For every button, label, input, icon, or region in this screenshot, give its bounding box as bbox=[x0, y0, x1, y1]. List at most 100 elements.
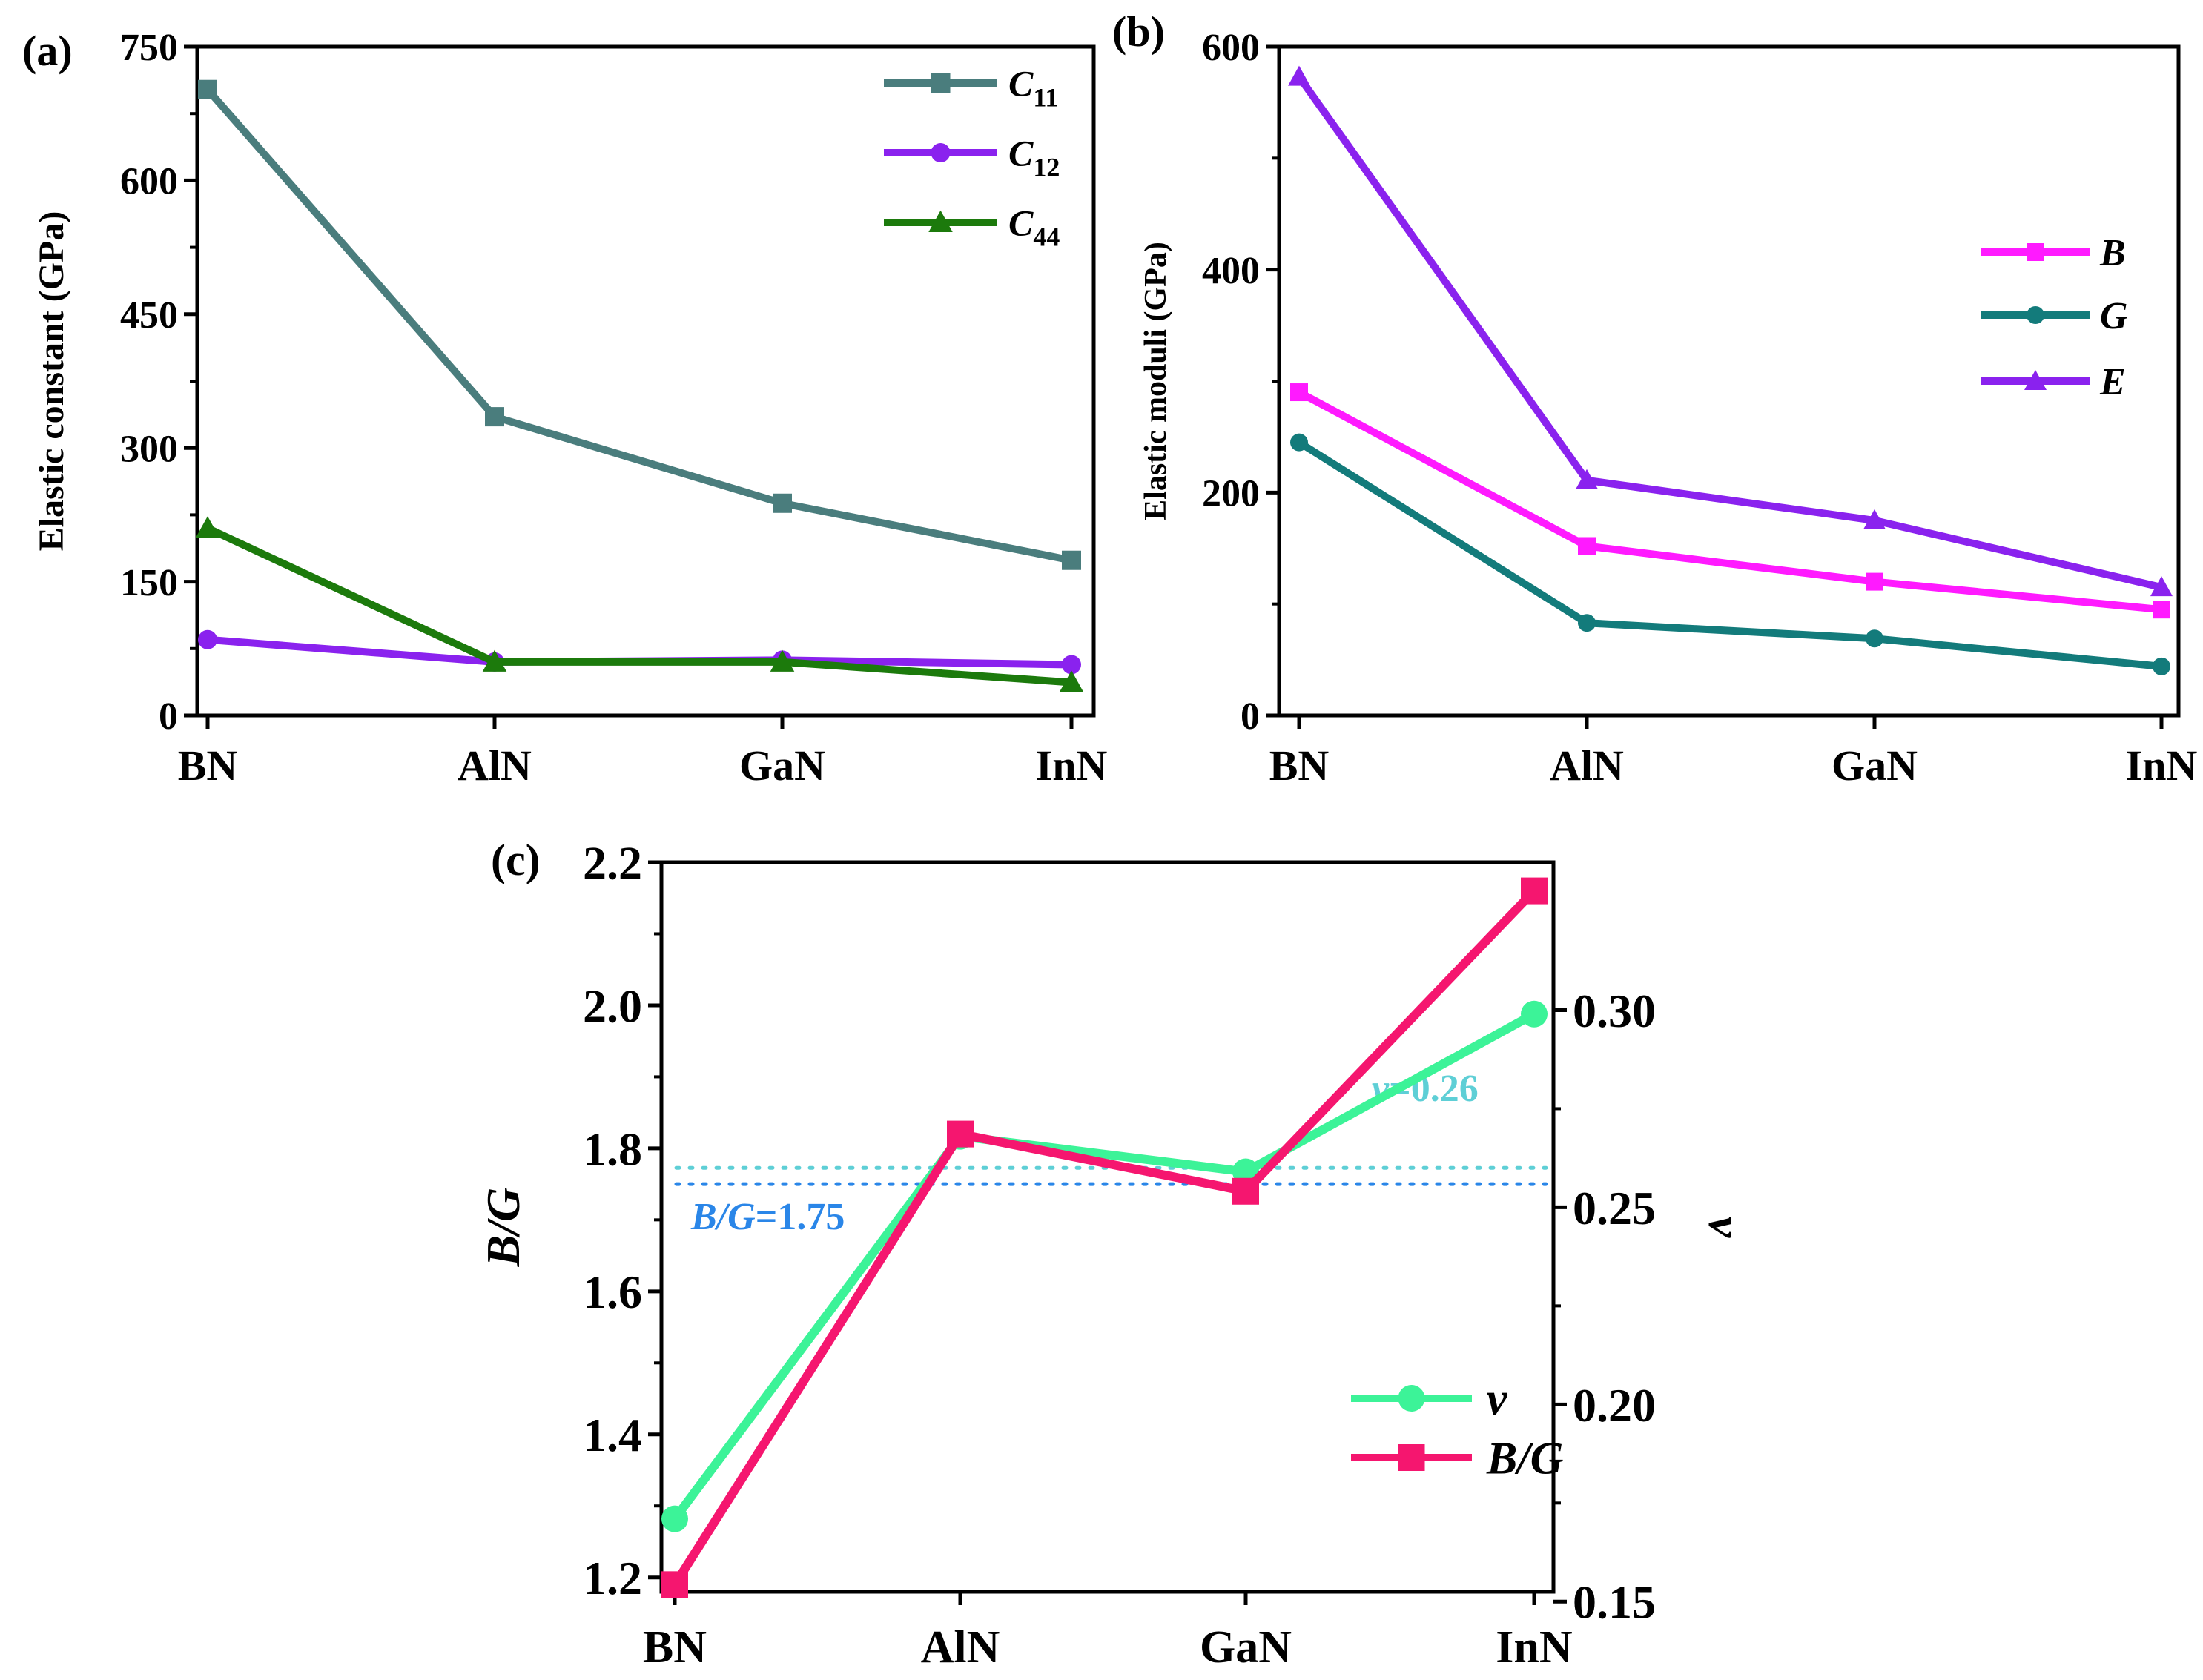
legend-item: B bbox=[1981, 232, 2126, 274]
legend: BGE bbox=[1981, 232, 2128, 403]
panel-b: (b) 0 200 400 600 Elastic moduli (GPa) BN AlN Ga… bbox=[1112, 7, 2197, 790]
series-line bbox=[205, 524, 1072, 687]
y-tick-label: 400 bbox=[1202, 250, 1260, 292]
legend-label: C44 bbox=[1008, 202, 1060, 252]
series-line bbox=[670, 887, 1538, 1587]
legend-name: B bbox=[2099, 232, 2126, 274]
panel-c: (c) 1.2 1.4 1.6 1.8 2.0 2.2 0.15 0.20 0.25 0.30 v B/… bbox=[477, 836, 1751, 1673]
data-point bbox=[1866, 629, 1883, 648]
data-point bbox=[198, 79, 217, 99]
legend-name: v bbox=[1487, 1375, 1508, 1425]
panel-label: (c) bbox=[491, 836, 541, 884]
y-axis-label: Elastic constant (GPa) bbox=[32, 211, 71, 552]
series-line bbox=[1295, 74, 2163, 591]
data-point bbox=[1576, 469, 1598, 489]
legend-label: C11 bbox=[1008, 63, 1058, 113]
legend-label: B/G bbox=[1486, 1434, 1564, 1484]
legend-marker bbox=[1398, 1444, 1425, 1471]
data-point bbox=[1521, 877, 1548, 905]
y-tick-label: 0 bbox=[1241, 695, 1260, 738]
legend-label: G bbox=[2100, 295, 2128, 337]
data-point bbox=[1059, 670, 1084, 692]
legend-name: C bbox=[1008, 63, 1034, 105]
y-right-axis-label: v bbox=[1699, 1217, 1751, 1238]
data-point bbox=[195, 516, 220, 538]
legend-name: E bbox=[2099, 361, 2126, 403]
y-tick-label: 750 bbox=[120, 27, 178, 69]
y-tick-label: 1.2 bbox=[583, 1552, 642, 1604]
reference-line-value: =1.75 bbox=[756, 1196, 845, 1238]
legend-label: C12 bbox=[1008, 133, 1060, 182]
x-tick-label: AlN bbox=[458, 741, 532, 790]
series-0 bbox=[198, 79, 1081, 570]
legend-marker bbox=[2027, 243, 2044, 261]
y-tick-label: 2.2 bbox=[583, 836, 642, 889]
data-point bbox=[661, 1571, 688, 1598]
y-tick-label: 1.6 bbox=[583, 1266, 642, 1318]
data-point bbox=[1521, 1000, 1548, 1028]
legend-label: B bbox=[2099, 232, 2126, 274]
y-right-tick-label: 0.30 bbox=[1573, 985, 1656, 1037]
legend-label: E bbox=[2099, 361, 2126, 403]
legend-marker bbox=[928, 210, 953, 232]
legend-item: C44 bbox=[884, 202, 1060, 252]
y-tick-label: 150 bbox=[120, 562, 178, 604]
series-0 bbox=[1290, 383, 2170, 619]
data-point bbox=[1290, 433, 1308, 452]
y-tick-label: 2.0 bbox=[583, 979, 642, 1032]
data-point bbox=[1578, 614, 1596, 632]
series-1 bbox=[661, 877, 1548, 1598]
legend-marker bbox=[931, 73, 951, 93]
data-point bbox=[1866, 572, 1883, 591]
series-line bbox=[205, 87, 1072, 564]
x-tick-label: BN bbox=[178, 741, 238, 790]
x-tick-label: InN bbox=[1036, 741, 1108, 790]
legend: v B/G bbox=[1351, 1375, 1564, 1484]
plot-frame bbox=[195, 44, 1096, 718]
series-1 bbox=[198, 629, 1081, 675]
reference-line-var: B/G bbox=[690, 1196, 756, 1238]
data-point bbox=[1578, 537, 1596, 555]
panel-label: (b) bbox=[1112, 7, 1165, 56]
y-axis-label: Elastic moduli (GPa) bbox=[1139, 242, 1173, 520]
y-tick-label: 450 bbox=[120, 294, 178, 337]
panel-label: (a) bbox=[22, 27, 73, 75]
panel-a: (a) 0 150 300 450 600 750 Elastic constant (GPa… bbox=[22, 27, 1107, 790]
x-tick-label: InN bbox=[2126, 741, 2198, 790]
data-point bbox=[947, 1120, 974, 1148]
legend-item: C11 bbox=[884, 63, 1058, 113]
legend-marker bbox=[931, 143, 951, 162]
legend-name: C bbox=[1008, 202, 1034, 244]
y-right-tick-label: 0.20 bbox=[1573, 1379, 1656, 1432]
legend-item: v bbox=[1351, 1375, 1508, 1425]
legend-marker bbox=[1398, 1385, 1425, 1412]
data-point bbox=[661, 1505, 688, 1532]
x-tick-label: GaN bbox=[1200, 1622, 1292, 1673]
series-2 bbox=[195, 516, 1084, 692]
data-point bbox=[1062, 550, 1081, 570]
y-tick-label: 300 bbox=[120, 428, 178, 470]
data-point bbox=[2150, 576, 2173, 597]
series-line bbox=[1297, 388, 2162, 614]
legend-item: C12 bbox=[884, 133, 1060, 182]
data-point bbox=[1863, 509, 1886, 529]
x-tick-label: InN bbox=[1496, 1622, 1572, 1673]
data-point bbox=[1232, 1177, 1259, 1205]
legend-item: B/G bbox=[1351, 1434, 1564, 1484]
legend-marker bbox=[2024, 370, 2047, 390]
data-point bbox=[1290, 383, 1308, 402]
x-tick-label: GaN bbox=[1832, 741, 1918, 790]
y-tick-label: 1.4 bbox=[583, 1409, 642, 1461]
series-2 bbox=[1288, 65, 2173, 597]
series-line bbox=[671, 1010, 1536, 1522]
data-point bbox=[2153, 657, 2170, 675]
legend-item: G bbox=[1981, 295, 2128, 337]
plot-frame bbox=[659, 860, 1556, 1594]
legend-name: G bbox=[2100, 295, 2128, 337]
y-right-tick-label: 0.25 bbox=[1573, 1182, 1656, 1234]
legend-subscript: 11 bbox=[1033, 83, 1058, 113]
series-line bbox=[1297, 439, 2162, 670]
legend-name: B/G bbox=[1486, 1434, 1564, 1484]
y-right-tick-label: 0.15 bbox=[1573, 1576, 1656, 1629]
